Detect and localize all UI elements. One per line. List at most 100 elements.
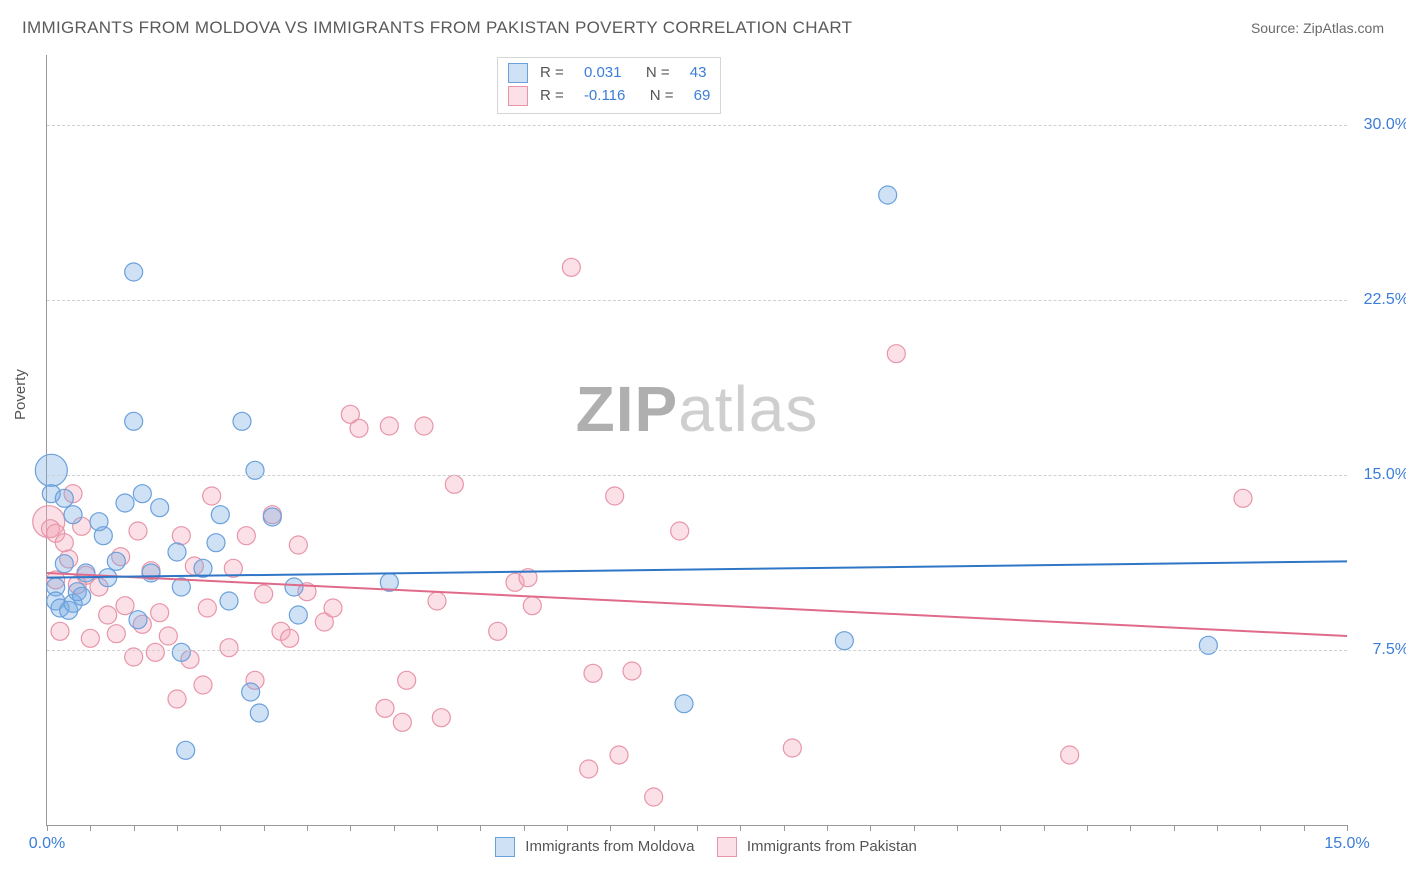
data-point [376,699,394,717]
data-point [172,643,190,661]
xtick [827,825,828,831]
xtick [1260,825,1261,831]
gridline [47,475,1347,476]
ytick-label: 30.0% [1364,116,1406,134]
xtick [524,825,525,831]
xtick [47,825,48,831]
data-point [393,713,411,731]
data-point [129,522,147,540]
data-point [64,506,82,524]
data-point [887,345,905,363]
data-point [116,494,134,512]
data-point [428,592,446,610]
data-point [159,627,177,645]
xtick [870,825,871,831]
data-point [580,760,598,778]
data-point [125,412,143,430]
moldova-swatch-bottom [495,837,515,857]
pakistan-label: Immigrants from Pakistan [747,838,917,855]
data-point [324,599,342,617]
data-point [151,604,169,622]
source-label: Source: ZipAtlas.com [1251,20,1384,36]
data-point [350,419,368,437]
data-point [99,606,117,624]
data-point [55,489,73,507]
data-point [203,487,221,505]
data-point [237,527,255,545]
data-point [220,639,238,657]
xtick [957,825,958,831]
xtick [350,825,351,831]
data-point [398,671,416,689]
data-point [523,597,541,615]
xtick-label: 15.0% [1324,835,1369,853]
xtick [480,825,481,831]
data-point [211,506,229,524]
xtick [1217,825,1218,831]
data-point [1061,746,1079,764]
data-point [220,592,238,610]
data-point [606,487,624,505]
data-point [73,587,91,605]
xtick [1000,825,1001,831]
xtick [1347,825,1348,831]
ytick-label: 15.0% [1364,466,1406,484]
data-point [35,454,67,486]
data-point [146,643,164,661]
data-point [584,664,602,682]
data-point [116,597,134,615]
data-point [671,522,689,540]
moldova-label: Immigrants from Moldova [525,838,694,855]
ytick-label: 7.5% [1373,641,1406,659]
data-point [151,499,169,517]
data-point [168,690,186,708]
data-point [289,606,307,624]
xtick [610,825,611,831]
xtick [784,825,785,831]
xtick [1087,825,1088,831]
pakistan-swatch [508,86,528,106]
xtick [90,825,91,831]
data-point [1234,489,1252,507]
data-point [172,527,190,545]
data-point [285,578,303,596]
data-point [610,746,628,764]
data-point [675,695,693,713]
xtick-label: 0.0% [29,835,65,853]
xtick [437,825,438,831]
data-point [94,527,112,545]
xtick [177,825,178,831]
xtick [567,825,568,831]
data-point [1199,636,1217,654]
ytick-label: 22.5% [1364,291,1406,309]
data-point [432,709,450,727]
chart-title: IMMIGRANTS FROM MOLDOVA VS IMMIGRANTS FR… [22,18,852,38]
data-point [207,534,225,552]
data-point [133,485,151,503]
xtick [740,825,741,831]
xtick [1304,825,1305,831]
stats-legend: R = 0.031 N = 43 R = -0.116 N = 69 [497,57,721,114]
data-point [835,632,853,650]
data-point [77,564,95,582]
gridline [47,300,1347,301]
xtick [1174,825,1175,831]
xtick [220,825,221,831]
data-point [489,622,507,640]
trend-line [47,573,1347,636]
data-point [289,536,307,554]
data-point [233,412,251,430]
series-legend: Immigrants from Moldova Immigrants from … [47,837,1347,857]
data-point [445,475,463,493]
data-point [879,186,897,204]
pakistan-swatch-bottom [717,837,737,857]
data-point [194,676,212,694]
data-point [107,625,125,643]
data-point [250,704,268,722]
data-point [177,741,195,759]
scatter-svg [47,55,1347,825]
y-axis-label: Poverty [12,369,29,420]
xtick [914,825,915,831]
xtick [697,825,698,831]
data-point [783,739,801,757]
